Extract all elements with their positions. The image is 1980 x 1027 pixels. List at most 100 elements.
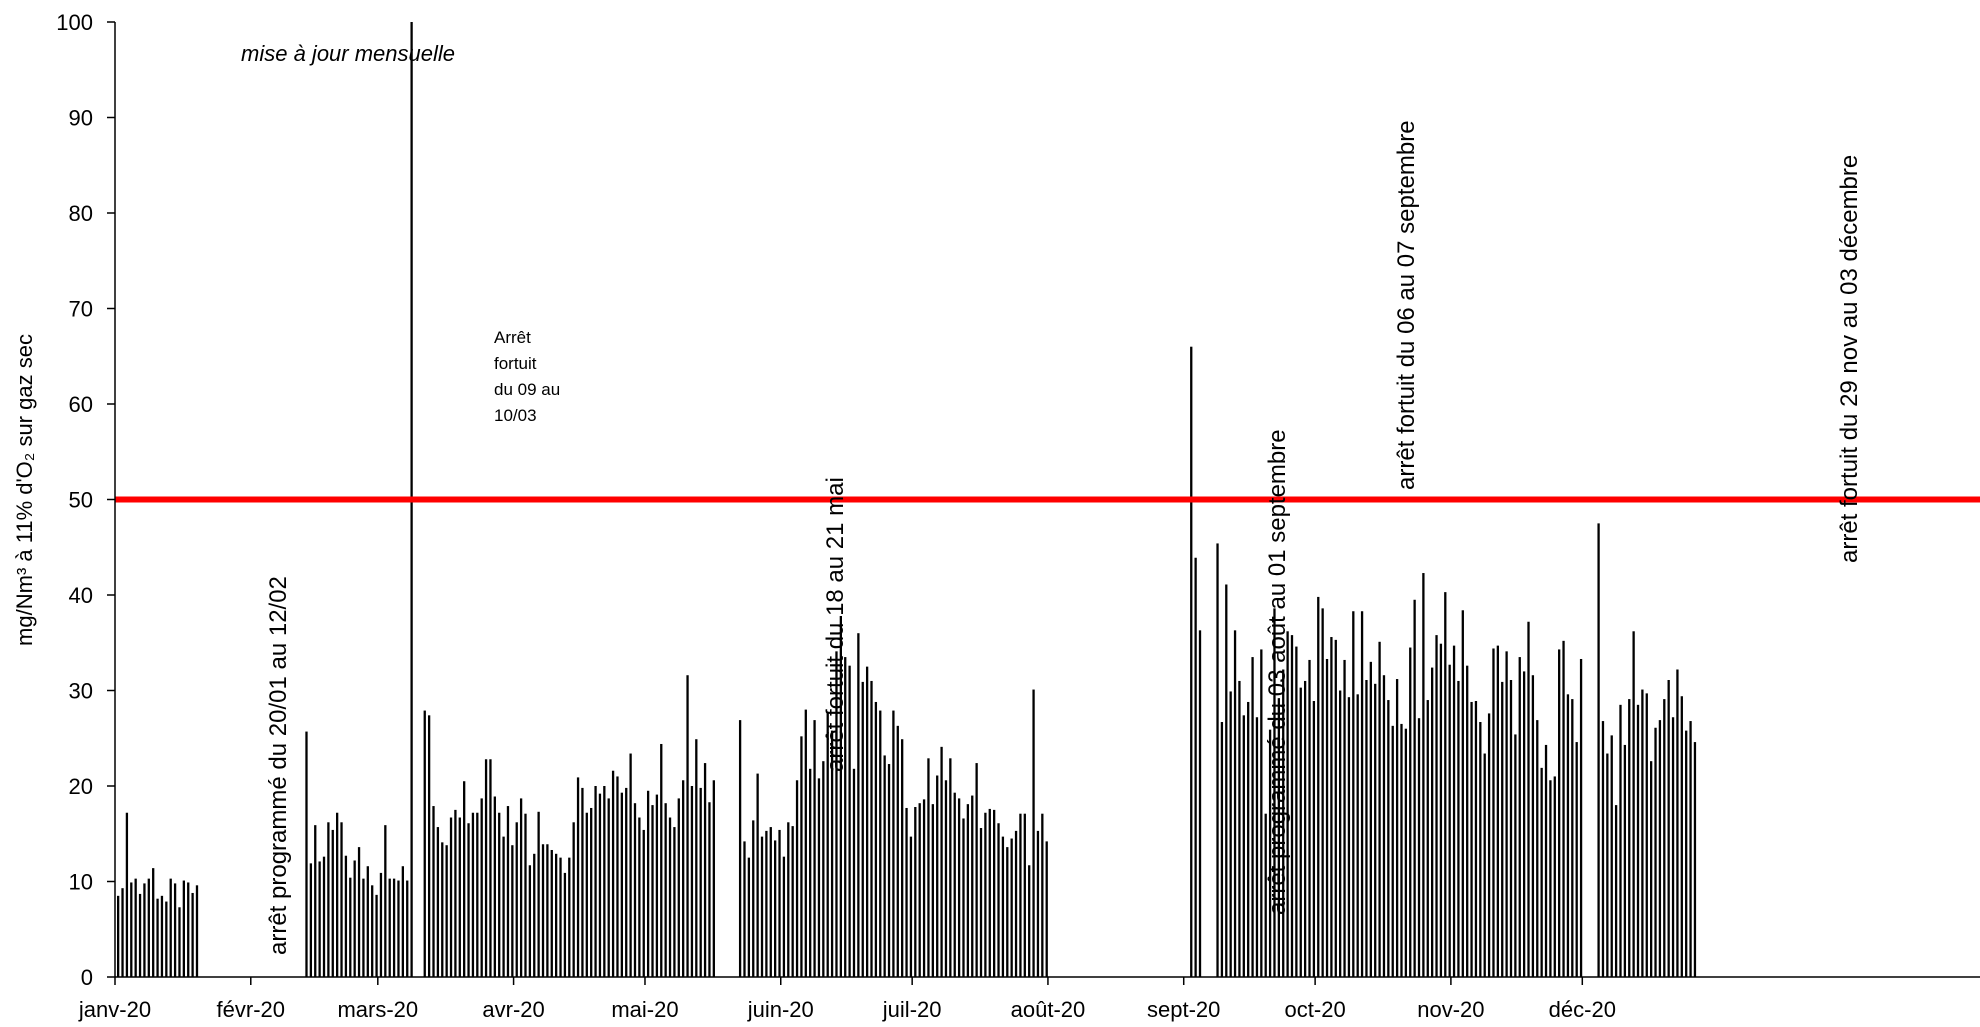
bar xyxy=(117,895,120,977)
annotation-outage-nov-dec: arrêt fortuit du 29 nov au 03 décembre xyxy=(1836,155,1863,563)
bar xyxy=(467,823,470,977)
bar xyxy=(1501,681,1504,977)
bar xyxy=(1540,767,1543,977)
bar xyxy=(1527,621,1530,977)
x-tick-label: juil-20 xyxy=(882,997,942,1022)
bar xyxy=(1663,699,1666,977)
bar xyxy=(379,872,383,977)
bar xyxy=(134,878,137,977)
x-tick-label: mai-20 xyxy=(611,997,678,1022)
bar xyxy=(590,807,593,977)
bar xyxy=(1277,698,1280,977)
bar xyxy=(1303,680,1307,977)
bar xyxy=(743,841,746,977)
bar xyxy=(642,829,645,977)
bar xyxy=(1255,717,1259,977)
bar xyxy=(1238,680,1241,977)
bar xyxy=(160,895,164,977)
bar xyxy=(774,840,777,977)
bar xyxy=(809,768,812,977)
bar xyxy=(1312,701,1316,977)
bar xyxy=(1409,647,1412,977)
y-tick-label: 20 xyxy=(69,774,93,799)
bar xyxy=(787,822,790,977)
bar xyxy=(1010,838,1013,977)
bar xyxy=(918,803,921,977)
bar xyxy=(922,799,926,977)
bar xyxy=(1028,865,1031,977)
bar xyxy=(1448,664,1451,977)
bar xyxy=(1190,346,1193,977)
bar xyxy=(988,808,991,977)
bar xyxy=(1343,659,1346,977)
bar xyxy=(169,878,172,977)
bar xyxy=(195,885,199,977)
annotation-shutdown-jan-feb: arrêt programmé du 20/01 au 12/02 xyxy=(265,576,292,955)
bar xyxy=(1597,523,1600,978)
bar xyxy=(944,780,948,977)
bar xyxy=(690,786,694,977)
bar xyxy=(187,882,190,977)
bar xyxy=(1347,697,1351,977)
bar xyxy=(633,803,637,977)
bar xyxy=(1636,704,1640,977)
bar xyxy=(331,829,334,977)
bar xyxy=(1562,640,1565,977)
bar xyxy=(1233,630,1237,977)
bar xyxy=(1417,718,1421,977)
annotation-outage-march-line4: 10/03 xyxy=(494,406,537,425)
bar xyxy=(1247,701,1250,977)
bar xyxy=(673,827,676,977)
bar xyxy=(463,781,466,977)
x-tick-label: janv-20 xyxy=(78,997,151,1022)
bar xyxy=(611,770,615,977)
bar xyxy=(445,845,448,977)
bar xyxy=(406,880,409,977)
bar xyxy=(668,817,672,977)
bar xyxy=(1356,694,1359,977)
bar xyxy=(1518,657,1521,977)
bar xyxy=(1391,725,1394,977)
x-tick-label: févr-20 xyxy=(217,997,285,1022)
bar xyxy=(1426,700,1429,977)
bar xyxy=(896,725,899,977)
bar xyxy=(1614,805,1618,977)
bar xyxy=(760,836,764,977)
bar xyxy=(432,806,435,977)
bar xyxy=(782,856,786,977)
bar xyxy=(1531,675,1535,977)
bar xyxy=(423,710,426,977)
bar xyxy=(1299,687,1302,977)
bar xyxy=(318,861,321,977)
bar xyxy=(371,885,374,977)
bar xyxy=(1395,679,1399,977)
bar xyxy=(927,758,930,977)
bar xyxy=(182,880,185,977)
bar xyxy=(576,777,580,977)
bar xyxy=(822,761,825,977)
bar xyxy=(966,804,970,977)
bar xyxy=(449,817,453,977)
bar xyxy=(178,907,181,977)
bar xyxy=(1045,841,1048,977)
bar xyxy=(901,739,904,977)
bar xyxy=(524,813,527,977)
bar xyxy=(1549,780,1552,977)
bar xyxy=(121,888,124,977)
bar xyxy=(1505,651,1508,977)
bar xyxy=(1566,694,1570,977)
bar xyxy=(1693,742,1697,977)
bar xyxy=(940,746,943,977)
bar xyxy=(1268,729,1272,977)
bar xyxy=(506,806,510,977)
bar xyxy=(476,812,479,977)
bar xyxy=(664,803,667,977)
bar xyxy=(173,883,177,977)
x-tick-label: oct-20 xyxy=(1285,997,1346,1022)
y-tick-label: 10 xyxy=(69,870,93,895)
bar xyxy=(1579,658,1583,977)
bars-group xyxy=(117,22,1697,978)
bar xyxy=(502,836,505,977)
annotation-monthly-update: mise à jour mensuelle xyxy=(241,41,455,66)
bar xyxy=(1435,635,1438,977)
